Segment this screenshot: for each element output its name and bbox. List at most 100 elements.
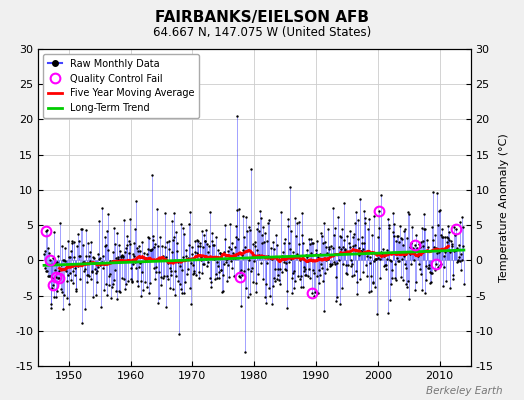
Point: [79, 242, 87, 249]
Point: [40, 251, 48, 257]
Point: [424, 265, 433, 272]
Point: [423, 236, 431, 243]
Point: [336, 301, 344, 308]
Point: [77, 262, 85, 268]
Point: [135, 264, 143, 270]
Point: [49, 282, 58, 289]
Point: [57, 243, 66, 249]
Point: [115, 242, 123, 248]
Point: [45, 272, 53, 279]
Point: [86, 249, 94, 255]
Point: [150, 241, 159, 248]
Point: [46, 256, 54, 263]
Point: [374, 255, 382, 262]
Point: [289, 270, 298, 276]
Point: [361, 220, 369, 226]
Point: [433, 250, 441, 256]
Point: [146, 247, 155, 253]
Point: [414, 241, 423, 247]
Point: [203, 241, 211, 247]
Point: [182, 252, 190, 259]
Point: [79, 259, 88, 265]
Point: [173, 240, 182, 246]
Point: [270, 246, 278, 252]
Point: [96, 303, 105, 310]
Point: [67, 276, 75, 283]
Point: [308, 240, 316, 246]
Point: [172, 229, 180, 235]
Point: [389, 210, 397, 216]
Point: [151, 276, 159, 282]
Point: [347, 273, 356, 280]
Point: [428, 269, 436, 276]
Point: [329, 245, 337, 252]
Point: [365, 254, 374, 260]
Point: [107, 258, 116, 264]
Point: [386, 257, 395, 264]
Point: [459, 224, 467, 230]
Point: [259, 223, 267, 230]
Point: [440, 253, 449, 260]
Point: [49, 255, 57, 261]
Point: [412, 232, 421, 238]
Point: [152, 256, 161, 262]
Point: [314, 254, 322, 260]
Point: [405, 210, 413, 217]
Point: [190, 268, 198, 274]
Point: [205, 254, 213, 260]
Point: [363, 249, 372, 256]
Point: [97, 261, 105, 267]
Point: [406, 251, 414, 257]
Point: [403, 278, 412, 284]
Point: [210, 256, 218, 263]
Point: [216, 250, 224, 257]
Point: [136, 248, 144, 254]
Point: [327, 262, 335, 268]
Point: [356, 196, 365, 202]
Point: [61, 258, 69, 264]
Point: [430, 244, 438, 250]
Point: [457, 257, 466, 263]
Point: [57, 262, 65, 268]
Point: [219, 287, 227, 294]
Point: [241, 244, 249, 250]
Point: [166, 265, 174, 272]
Point: [243, 228, 251, 234]
Point: [351, 242, 359, 248]
Point: [428, 224, 436, 231]
Point: [326, 263, 335, 269]
Point: [244, 293, 252, 300]
Point: [110, 277, 118, 284]
Point: [269, 239, 278, 245]
Point: [292, 253, 301, 260]
Point: [149, 237, 157, 243]
Point: [270, 275, 278, 281]
Point: [341, 246, 350, 252]
Point: [242, 284, 250, 291]
Point: [305, 241, 314, 248]
Point: [136, 260, 145, 267]
Point: [348, 242, 357, 249]
Legend: Raw Monthly Data, Quality Control Fail, Five Year Moving Average, Long-Term Tren: Raw Monthly Data, Quality Control Fail, …: [43, 54, 199, 118]
Point: [135, 242, 144, 249]
Point: [192, 272, 200, 279]
Point: [288, 275, 296, 281]
Point: [305, 236, 313, 242]
Y-axis label: Temperature Anomaly (°C): Temperature Anomaly (°C): [499, 133, 509, 282]
Point: [353, 291, 362, 297]
Point: [323, 266, 331, 272]
Point: [112, 287, 120, 294]
Point: [244, 224, 253, 230]
Point: [102, 242, 110, 248]
Point: [276, 280, 285, 287]
Point: [151, 264, 160, 270]
Point: [118, 254, 127, 260]
Point: [377, 248, 386, 255]
Point: [99, 253, 107, 260]
Point: [361, 208, 369, 214]
Point: [234, 236, 242, 242]
Point: [74, 262, 82, 269]
Point: [409, 245, 418, 252]
Point: [385, 222, 394, 228]
Point: [213, 263, 222, 270]
